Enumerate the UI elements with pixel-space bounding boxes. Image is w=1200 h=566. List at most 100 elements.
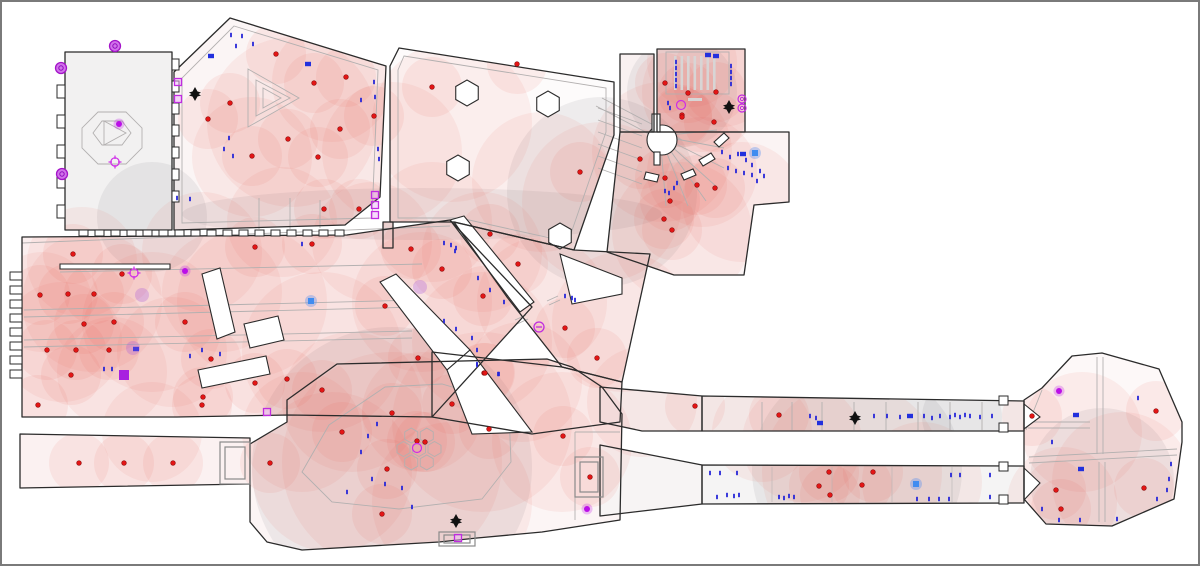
gray-blob [752,365,962,550]
item-tick [360,97,362,103]
ring-icon [675,99,687,111]
teleport-orb-core [59,171,65,177]
wall-dome-room [249,358,623,551]
wall-corridor-lower [701,464,1025,505]
item-square [907,413,913,419]
item-tick [719,470,721,476]
monster-dot [1029,413,1035,419]
item-tick [664,188,666,194]
item-tick [939,413,941,419]
monster-dot [200,394,206,400]
monster-dot [594,355,600,361]
detail-line [1028,454,1178,464]
item-tick [346,489,348,495]
item-tick [815,415,817,421]
item-tick [564,293,566,299]
cutout-white-triangle [559,253,623,305]
item-tick [571,295,573,301]
hall-alcove-tooth [9,299,23,309]
item-tick [745,157,747,163]
item-tick [252,41,254,47]
item-tick [443,318,445,324]
threat-circle [20,252,92,352]
cutout-fan-step-2 [680,168,697,181]
monster-dot [816,483,822,489]
monster-dot [487,231,493,237]
wall-hall-tail [431,351,623,435]
teleport-orb-icon [54,61,68,75]
crenellation-tooth [142,229,153,237]
detail-line [247,68,300,128]
computer-bar [700,56,703,90]
crenellation-tooth [94,229,105,237]
item-square [305,61,311,67]
item-tick [778,494,780,500]
monster-dot [208,356,214,362]
square-outline-icon [370,200,380,210]
square-outline-icon [370,210,380,220]
item-tick [730,63,732,69]
item-tick [1051,439,1053,445]
hex-cluster-center [412,440,426,458]
item-tick [675,59,677,65]
crenellation-tooth [238,229,249,237]
crenellation-tooth [78,229,89,237]
ring-marker-icon [737,103,747,113]
monster-dot [389,410,395,416]
monster-dot [81,321,87,327]
monster-dot [587,474,593,480]
item-tick [733,493,735,499]
doors-layer [219,441,604,547]
monster-dot [662,175,668,181]
item-tick [727,165,729,171]
hex-cluster-cell [404,454,419,471]
cutout-hall-pillar-1 [201,267,236,340]
item-tick [1079,517,1081,523]
gray-blob [922,377,1002,457]
item-tick [377,146,379,152]
monster-dot [205,116,211,122]
item-bright-square [752,150,758,156]
monster-dot [562,325,568,331]
black-diamond-icon [450,514,462,528]
threat-circle [82,252,222,392]
detail-line [103,120,127,146]
item-square [705,52,711,58]
item-tick [360,449,362,455]
monster-dot [182,319,188,325]
detail-line [92,120,132,146]
item-tick [730,81,732,87]
teleport-orb-icon [55,167,69,181]
item-tick [1156,496,1158,502]
item-tick [730,75,732,81]
southwest-door-outer [219,441,251,485]
threat-circle [642,32,762,152]
monster-dot [776,412,782,418]
dome-east-door-inner [579,461,599,493]
item-tick [376,421,378,427]
item-tick [964,412,966,418]
monster-dot [826,469,832,475]
walls-layer [19,17,1183,551]
monster-dot [285,136,291,142]
cutout-fan-step-1 [643,171,660,183]
specials-layer [54,39,1065,543]
item-tick [230,32,232,38]
item-tick [721,149,723,155]
crenellation-tooth [302,229,313,237]
item-tick [668,190,670,196]
dome-south-door-outer [438,531,476,547]
monster-dot [65,291,71,297]
item-tick [716,494,718,500]
monster-dot [439,266,445,272]
item-tick [948,496,950,502]
monster-dot [273,51,279,57]
item-tick [455,326,457,332]
item-tick [949,414,951,420]
monster-dot [371,113,377,119]
hex-cluster-cell [419,454,434,471]
monster-dot [379,511,385,517]
monster-dot [91,291,97,297]
item-tick [735,168,737,174]
detail-line [397,55,607,243]
